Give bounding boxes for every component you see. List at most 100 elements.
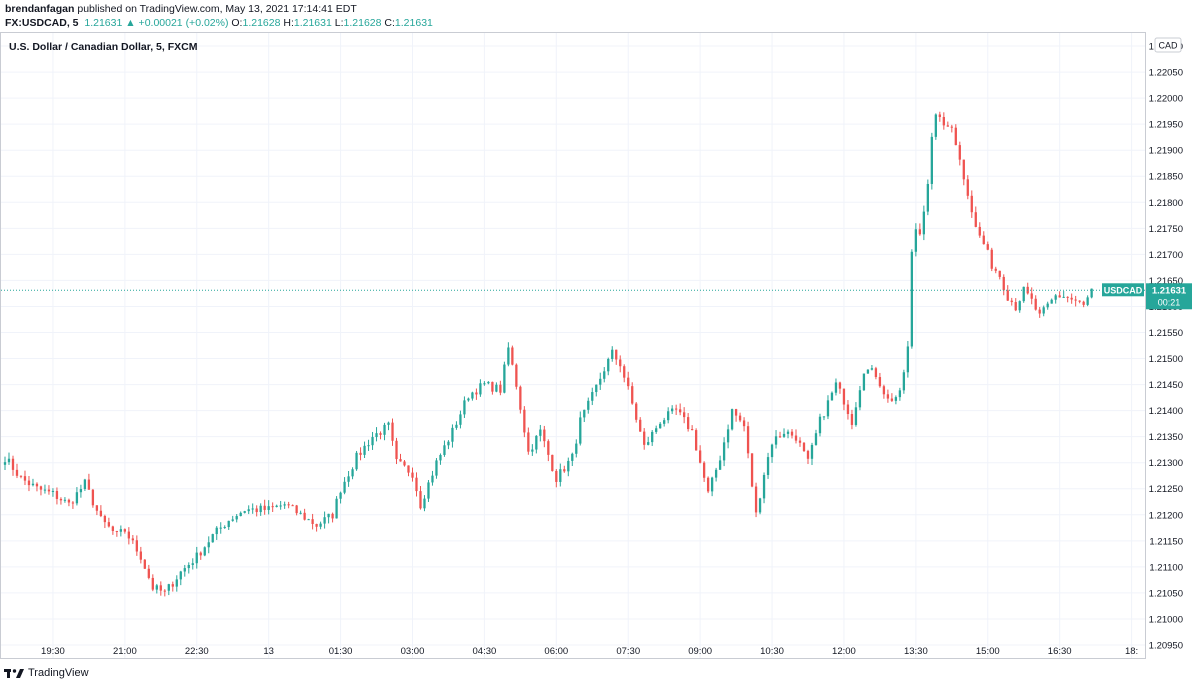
candle [659, 422, 662, 429]
candle [547, 439, 550, 462]
candle [854, 402, 858, 427]
candle [355, 450, 358, 471]
candle [754, 482, 758, 518]
candle [295, 504, 298, 516]
candle [439, 453, 442, 465]
brand-name: TradingView [28, 667, 89, 679]
symbol-label: FX:USDCAD, 5 [5, 17, 79, 29]
candle [1058, 291, 1061, 298]
candle [679, 403, 682, 416]
candle [211, 533, 214, 543]
candle [339, 491, 342, 504]
candle [387, 421, 390, 431]
candle [219, 522, 222, 534]
candle [738, 412, 742, 423]
candle [718, 455, 722, 470]
candle [746, 421, 750, 459]
candle [183, 564, 186, 577]
price-tick-label: 1.22000 [1149, 94, 1183, 105]
price-tick-label: 1.21450 [1149, 380, 1183, 391]
candle [51, 488, 55, 497]
candle [675, 404, 678, 415]
candle [67, 498, 71, 507]
candle [311, 513, 314, 530]
candle [1018, 300, 1021, 313]
candle [3, 456, 7, 471]
candle [179, 570, 182, 586]
candle [726, 424, 730, 449]
price-tick-label: 1.21950 [1149, 120, 1183, 131]
candle [683, 407, 686, 424]
price-tick-label: 1.21050 [1149, 588, 1183, 599]
candle [559, 463, 562, 487]
candle [495, 382, 498, 393]
candle [431, 470, 434, 486]
time-tick-label: 09:00 [688, 646, 712, 657]
publisher-username[interactable]: brendanfagan [5, 3, 75, 15]
time-tick-label: 15:00 [976, 646, 1000, 657]
candle [279, 500, 282, 510]
candle [243, 510, 246, 514]
candle [411, 467, 414, 482]
candle [894, 395, 898, 405]
candle [419, 486, 422, 510]
price-axis[interactable]: 1.20950 1.21000 1.21050 1.21100 1.21150 1.212… [1149, 42, 1183, 652]
candle [231, 515, 234, 522]
candle [1022, 286, 1025, 303]
candle [483, 381, 486, 386]
candle [403, 460, 406, 467]
candle [227, 520, 230, 530]
candle [75, 487, 79, 506]
candle [1046, 301, 1049, 310]
time-tick-label: 10:30 [760, 646, 784, 657]
candle [99, 505, 103, 518]
currency-badge: CAD [1154, 37, 1182, 53]
time-axis[interactable]: 19:30 21:00 22:30 13 01:30 03:00 04:30 06:00 07:… [41, 646, 1138, 657]
candle [103, 514, 107, 529]
high-label: H: [283, 17, 294, 29]
candle [375, 427, 378, 442]
candle [1050, 298, 1053, 304]
candle [802, 442, 806, 453]
candle [906, 340, 910, 378]
candle [287, 501, 290, 509]
low-value: 1.21628 [343, 17, 382, 29]
candle [770, 443, 774, 463]
candle [758, 497, 762, 515]
chart-title: U.S. Dollar / Canadian Dollar, 5, FXCM [9, 41, 198, 53]
candle [435, 458, 438, 479]
candle [199, 551, 202, 560]
candle [970, 190, 973, 218]
candle [523, 406, 526, 438]
tradingview-logo[interactable]: TradingView [4, 667, 89, 679]
candle [303, 508, 306, 521]
candle [946, 121, 949, 127]
candle [706, 476, 710, 494]
candle [639, 417, 642, 432]
candle [874, 366, 878, 380]
candle [7, 452, 11, 465]
time-tick-label: 06:00 [544, 646, 568, 657]
candle [531, 444, 534, 456]
candle [790, 429, 794, 439]
candle [555, 469, 558, 488]
currency-label: CAD [1158, 41, 1178, 51]
candle [934, 113, 937, 140]
candle [471, 391, 474, 401]
open-label: O: [231, 17, 243, 29]
candle [986, 241, 989, 251]
candle [734, 408, 738, 422]
candle [223, 525, 226, 529]
candle [255, 505, 258, 517]
candle [1078, 300, 1081, 304]
time-tick-label: 16:30 [1048, 646, 1072, 657]
time-tick-label: 21:00 [113, 646, 137, 657]
candle [107, 517, 111, 528]
time-tick-label: 12:00 [832, 646, 856, 657]
candle [862, 373, 866, 391]
price-chart[interactable]: 1.20950 1.21000 1.21050 1.21100 1.21150 1.212… [0, 0, 1200, 660]
candle [151, 574, 154, 592]
candle [730, 408, 734, 431]
candle [998, 270, 1001, 280]
candle [95, 505, 99, 516]
